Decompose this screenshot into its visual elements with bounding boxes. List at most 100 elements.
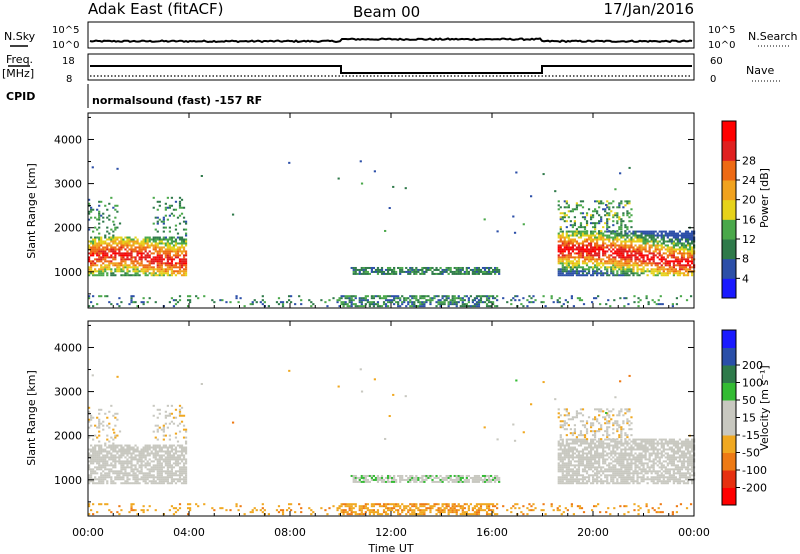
velocity-cell: [94, 454, 97, 457]
power-cell: [120, 274, 123, 277]
power-cell: [441, 297, 444, 300]
power-cell: [600, 266, 603, 269]
power-cell: [290, 295, 293, 298]
velocity-cell: [585, 448, 589, 451]
power-cell: [166, 206, 169, 209]
power-cell: [668, 268, 671, 271]
power-cell: [628, 274, 631, 277]
power-cell: [606, 212, 609, 215]
velocity-cell: [589, 454, 593, 457]
power-cell: [598, 222, 601, 225]
velocity-cell: [172, 452, 176, 455]
power-cell: [557, 260, 560, 263]
power-cell: [638, 236, 641, 239]
power-cell: [380, 266, 384, 269]
velocity-cell: [602, 466, 605, 469]
power-cell: [565, 248, 568, 251]
velocity-cell: [102, 480, 105, 483]
velocity-cell: [168, 466, 171, 469]
velocity-cell: [146, 448, 149, 451]
power-cell: [636, 256, 639, 259]
power-cell: [168, 230, 171, 233]
power-cell: [610, 260, 613, 263]
power-cell: [116, 264, 119, 267]
power-cell: [678, 266, 682, 269]
velocity-cell: [591, 462, 595, 465]
power-cell: [614, 266, 617, 269]
power-cell: [110, 254, 113, 257]
power-cell: [563, 262, 566, 265]
power-cell: [575, 270, 579, 273]
power-cell: [170, 260, 174, 263]
velocity-cell: [168, 458, 171, 461]
power-cell: [591, 232, 595, 235]
power-cell: [640, 264, 643, 267]
velocity-cell: [581, 414, 585, 417]
velocity-cell: [559, 466, 562, 469]
velocity-cell: [622, 462, 625, 465]
power-cell: [98, 200, 101, 203]
velocity-cell: [152, 470, 155, 473]
power-cell: [261, 303, 264, 306]
power-cell: [92, 270, 95, 273]
velocity-cell: [606, 458, 609, 461]
power-cell: [453, 303, 456, 306]
power-cell: [132, 260, 135, 263]
power-cell: [644, 238, 647, 241]
power-cell: [575, 228, 579, 231]
power-cell: [116, 266, 119, 269]
velocity-cell: [90, 418, 93, 421]
power-cell: [156, 244, 159, 247]
power-cell: [368, 305, 371, 308]
power-cell: [587, 238, 591, 241]
velocity-cell: [126, 450, 129, 453]
power-cell: [116, 226, 119, 229]
power-cell: [128, 240, 131, 243]
power-cell: [688, 256, 692, 259]
velocity-cell: [559, 454, 562, 457]
velocity-cell: [184, 452, 188, 455]
velocity-cell: [136, 460, 139, 463]
velocity-cell: [585, 462, 589, 465]
power-cell: [550, 297, 553, 300]
power-cell: [118, 242, 121, 245]
velocity-cell: [158, 426, 161, 429]
velocity-cell: [622, 420, 625, 423]
power-cell: [598, 200, 601, 203]
velocity-cell: [146, 464, 149, 467]
power-cell: [594, 210, 597, 213]
velocity-cell: [166, 470, 169, 473]
velocity-cell: [108, 476, 111, 479]
velocity-cell: [612, 408, 615, 411]
velocity-cell: [168, 456, 171, 459]
power-cell: [120, 268, 123, 271]
velocity-cell: [598, 410, 601, 413]
power-cell: [146, 264, 149, 267]
velocity-cell: [589, 442, 593, 445]
power-cell: [453, 299, 456, 302]
velocity-cell: [596, 460, 599, 463]
velocity-cell: [557, 448, 560, 451]
power-cell: [172, 246, 176, 249]
power-cell: [616, 272, 619, 275]
power-cell: [496, 268, 499, 271]
power-cell: [166, 242, 169, 245]
power-cell: [156, 208, 159, 211]
power-cell: [421, 268, 424, 271]
power-cell: [376, 295, 380, 298]
power-cell: [104, 246, 107, 249]
power-cell: [614, 250, 617, 253]
power-cell: [391, 268, 394, 271]
velocity-cell: [648, 470, 651, 473]
power-cell: [559, 252, 562, 255]
power-cell: [122, 246, 125, 249]
velocity-cell: [646, 446, 649, 449]
velocity-cell: [569, 442, 572, 445]
power-cell: [350, 301, 353, 304]
power-cell: [90, 250, 93, 253]
power-cell: [178, 254, 182, 257]
power-cell: [573, 222, 577, 225]
power-cell: [364, 299, 367, 302]
power-cell: [485, 270, 489, 273]
